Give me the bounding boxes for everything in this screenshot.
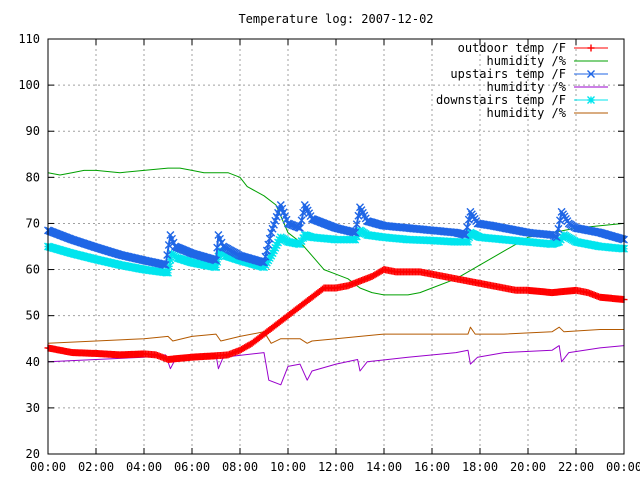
x-tick-label: 10:00 bbox=[270, 460, 306, 474]
axis-ticks: 20 30 40 50 60 70 80 90 100 110 00:00 02:00 04:00 06:… bbox=[18, 32, 640, 474]
y-tick-label: 100 bbox=[18, 78, 40, 92]
legend-label: downstairs temp /F bbox=[436, 93, 566, 107]
x-tick-label: 22:00 bbox=[558, 460, 594, 474]
x-tick-label: 12:00 bbox=[318, 460, 354, 474]
series-2 bbox=[44, 201, 628, 269]
y-tick-label: 30 bbox=[26, 401, 40, 415]
y-tick-label: 60 bbox=[26, 263, 40, 277]
chart-title: Temperature log: 2007-12-02 bbox=[238, 12, 433, 26]
x-tick-label: 02:00 bbox=[78, 460, 114, 474]
x-tick-label: 00:00 bbox=[30, 460, 66, 474]
x-tick-label: 14:00 bbox=[366, 460, 402, 474]
series-line bbox=[47, 326, 624, 344]
y-tick-label: 80 bbox=[26, 170, 40, 184]
legend-marker bbox=[587, 44, 595, 52]
x-tick-label: 20:00 bbox=[510, 460, 546, 474]
legend-marker bbox=[587, 70, 595, 78]
x-tick-label: 00:00 bbox=[606, 460, 640, 474]
x-tick-label: 08:00 bbox=[222, 460, 258, 474]
y-tick-label: 40 bbox=[26, 355, 40, 369]
legend-marker bbox=[587, 96, 595, 104]
y-tick-label: 20 bbox=[26, 447, 40, 461]
x-tick-label: 16:00 bbox=[414, 460, 450, 474]
legend-label: humidity /% bbox=[487, 106, 567, 120]
legend-label: humidity /% bbox=[487, 54, 567, 68]
y-tick-label: 70 bbox=[26, 216, 40, 230]
series-5 bbox=[47, 326, 624, 344]
legend-label: upstairs temp /F bbox=[450, 67, 566, 81]
y-tick-label: 90 bbox=[26, 124, 40, 138]
x-tick-label: 06:00 bbox=[174, 460, 210, 474]
y-tick-label: 50 bbox=[26, 309, 40, 323]
y-tick-label: 110 bbox=[18, 32, 40, 46]
x-tick-label: 18:00 bbox=[462, 460, 498, 474]
legend-label: outdoor temp /F bbox=[458, 41, 566, 55]
series-layer bbox=[44, 167, 628, 386]
legend-label: humidity /% bbox=[487, 80, 567, 94]
x-tick-label: 04:00 bbox=[126, 460, 162, 474]
